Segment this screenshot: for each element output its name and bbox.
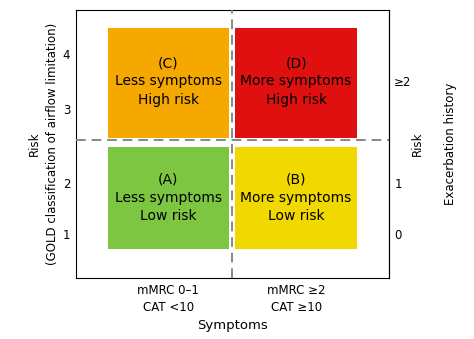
Text: (B)
More symptoms
Low risk: (B) More symptoms Low risk (240, 173, 352, 223)
Text: (D)
More symptoms
High risk: (D) More symptoms High risk (240, 56, 352, 107)
Text: Exacerbation history: Exacerbation history (444, 83, 457, 205)
Bar (236, 147, 357, 249)
Text: (A)
Less symptoms
Low risk: (A) Less symptoms Low risk (115, 173, 222, 223)
Bar (108, 147, 229, 249)
Bar (236, 28, 357, 138)
Text: (C)
Less symptoms
High risk: (C) Less symptoms High risk (115, 56, 222, 107)
Y-axis label: Risk
(GOLD classification of airflow limitation): Risk (GOLD classification of airflow lim… (27, 23, 59, 265)
Text: Risk: Risk (410, 132, 424, 156)
Bar (108, 28, 229, 138)
X-axis label: Symptoms: Symptoms (197, 319, 268, 332)
